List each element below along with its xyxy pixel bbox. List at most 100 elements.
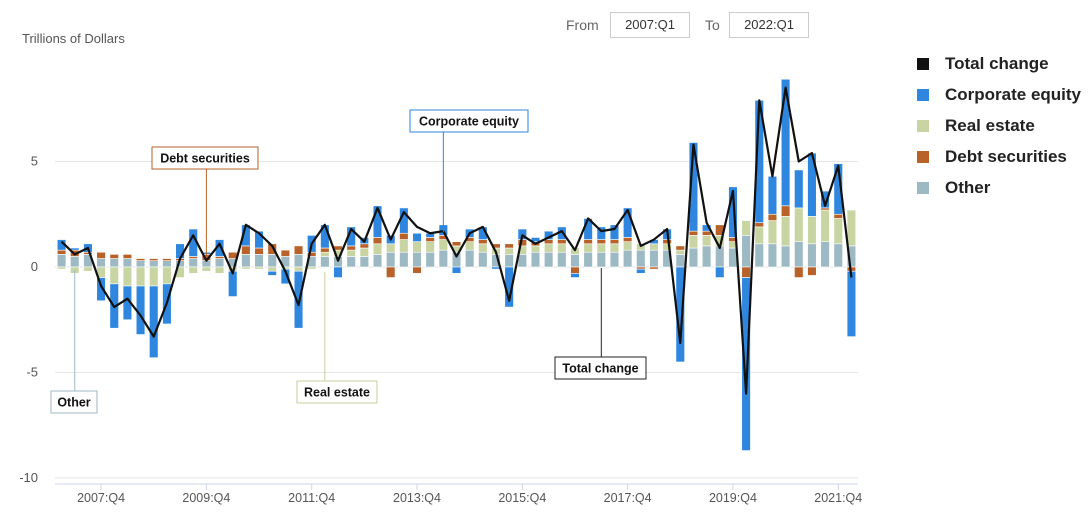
bar-other[interactable] bbox=[820, 241, 830, 268]
bar-equity[interactable] bbox=[451, 266, 462, 274]
bar-equity[interactable] bbox=[846, 270, 857, 337]
bar-real-estate[interactable] bbox=[754, 226, 764, 245]
bar-debt[interactable] bbox=[214, 256, 225, 259]
bar-other[interactable] bbox=[149, 260, 159, 268]
bar-real-estate[interactable] bbox=[543, 243, 554, 253]
bar-debt[interactable] bbox=[767, 213, 778, 221]
bar-equity[interactable] bbox=[412, 232, 422, 242]
bar-debt[interactable] bbox=[320, 247, 330, 253]
bar-debt[interactable] bbox=[109, 254, 119, 259]
bar-debt[interactable] bbox=[833, 213, 843, 219]
bar-other[interactable] bbox=[214, 258, 225, 268]
bar-real-estate[interactable] bbox=[307, 266, 317, 270]
bar-equity[interactable] bbox=[333, 266, 343, 278]
bar-other[interactable] bbox=[56, 254, 67, 268]
bar-real-estate[interactable] bbox=[596, 243, 606, 253]
bar-debt[interactable] bbox=[280, 249, 291, 257]
bar-real-estate[interactable] bbox=[149, 266, 159, 287]
bar-real-estate[interactable] bbox=[214, 266, 225, 274]
bar-real-estate[interactable] bbox=[346, 249, 356, 257]
bar-debt[interactable] bbox=[56, 249, 67, 255]
from-date-input[interactable]: 2007:Q1 bbox=[610, 12, 690, 38]
bar-equity[interactable] bbox=[794, 169, 804, 209]
bar-debt[interactable] bbox=[688, 230, 699, 236]
bar-real-estate[interactable] bbox=[794, 207, 804, 242]
bar-real-estate[interactable] bbox=[741, 220, 751, 236]
bar-real-estate[interactable] bbox=[412, 241, 422, 253]
bar-debt[interactable] bbox=[293, 245, 304, 255]
bar-other[interactable] bbox=[701, 245, 712, 268]
bar-debt[interactable] bbox=[346, 245, 356, 251]
legend-item-equity[interactable]: Corporate equity bbox=[917, 79, 1081, 110]
bar-debt[interactable] bbox=[359, 243, 370, 249]
to-date-input[interactable]: 2022:Q1 bbox=[729, 12, 809, 38]
bar-other[interactable] bbox=[570, 254, 580, 268]
bar-real-estate[interactable] bbox=[688, 235, 699, 249]
bar-equity[interactable] bbox=[228, 270, 238, 297]
bar-equity[interactable] bbox=[293, 270, 304, 329]
bar-debt[interactable] bbox=[386, 266, 396, 278]
bar-debt[interactable] bbox=[557, 239, 567, 245]
bar-real-estate[interactable] bbox=[320, 251, 330, 257]
bar-real-estate[interactable] bbox=[241, 266, 251, 270]
bar-other[interactable] bbox=[754, 243, 764, 268]
bar-debt[interactable] bbox=[636, 266, 646, 270]
bar-real-estate[interactable] bbox=[833, 218, 843, 245]
bar-real-estate[interactable] bbox=[780, 216, 791, 247]
bar-real-estate[interactable] bbox=[135, 266, 146, 287]
bar-real-estate[interactable] bbox=[201, 266, 212, 272]
bar-other[interactable] bbox=[636, 249, 646, 268]
bar-debt[interactable] bbox=[622, 237, 633, 242]
bar-real-estate[interactable] bbox=[56, 266, 67, 270]
bar-other[interactable] bbox=[425, 251, 435, 268]
bar-debt[interactable] bbox=[372, 237, 383, 245]
bar-debt[interactable] bbox=[741, 266, 751, 278]
bar-other[interactable] bbox=[412, 251, 422, 268]
bar-debt[interactable] bbox=[754, 222, 764, 228]
bar-real-estate[interactable] bbox=[386, 243, 396, 253]
bar-real-estate[interactable] bbox=[267, 266, 277, 272]
bar-other[interactable] bbox=[162, 260, 172, 268]
bar-real-estate[interactable] bbox=[767, 220, 778, 245]
bar-debt[interactable] bbox=[583, 239, 593, 245]
bar-equity[interactable] bbox=[767, 175, 778, 215]
bar-equity[interactable] bbox=[741, 277, 751, 451]
bar-real-estate[interactable] bbox=[465, 241, 475, 251]
bar-debt[interactable] bbox=[570, 266, 580, 274]
bar-debt[interactable] bbox=[241, 245, 251, 255]
bar-other[interactable] bbox=[96, 258, 106, 268]
bar-real-estate[interactable] bbox=[609, 243, 620, 253]
bar-real-estate[interactable] bbox=[478, 243, 488, 253]
bar-real-estate[interactable] bbox=[293, 266, 304, 272]
bar-other[interactable] bbox=[780, 245, 791, 268]
bar-other[interactable] bbox=[794, 241, 804, 268]
bar-debt[interactable] bbox=[780, 205, 791, 217]
bar-equity[interactable] bbox=[596, 226, 606, 240]
legend-item-other[interactable]: Other bbox=[917, 172, 1081, 203]
bar-other[interactable] bbox=[465, 249, 475, 268]
bar-debt[interactable] bbox=[412, 266, 422, 274]
bar-other[interactable] bbox=[583, 251, 593, 268]
bar-other[interactable] bbox=[122, 258, 133, 268]
bar-other[interactable] bbox=[320, 256, 330, 268]
bar-other[interactable] bbox=[109, 258, 119, 268]
legend-item-debt[interactable]: Debt securities bbox=[917, 141, 1081, 172]
bar-other[interactable] bbox=[622, 249, 633, 268]
bar-other[interactable] bbox=[807, 243, 817, 268]
bar-other[interactable] bbox=[70, 256, 80, 268]
bar-debt[interactable] bbox=[399, 232, 409, 240]
bar-other[interactable] bbox=[135, 260, 146, 268]
bar-debt[interactable] bbox=[162, 258, 172, 261]
bar-equity[interactable] bbox=[715, 266, 725, 278]
bar-real-estate[interactable] bbox=[701, 235, 712, 247]
bar-debt[interactable] bbox=[820, 207, 830, 211]
legend-item-real-estate[interactable]: Real estate bbox=[917, 110, 1081, 141]
bar-equity[interactable] bbox=[688, 142, 699, 232]
bar-equity[interactable] bbox=[636, 268, 646, 274]
bar-other[interactable] bbox=[543, 251, 554, 268]
bar-debt[interactable] bbox=[649, 266, 659, 270]
bar-debt[interactable] bbox=[675, 245, 685, 251]
bar-debt[interactable] bbox=[794, 266, 804, 278]
bar-real-estate[interactable] bbox=[425, 241, 435, 253]
bar-debt[interactable] bbox=[543, 239, 554, 245]
